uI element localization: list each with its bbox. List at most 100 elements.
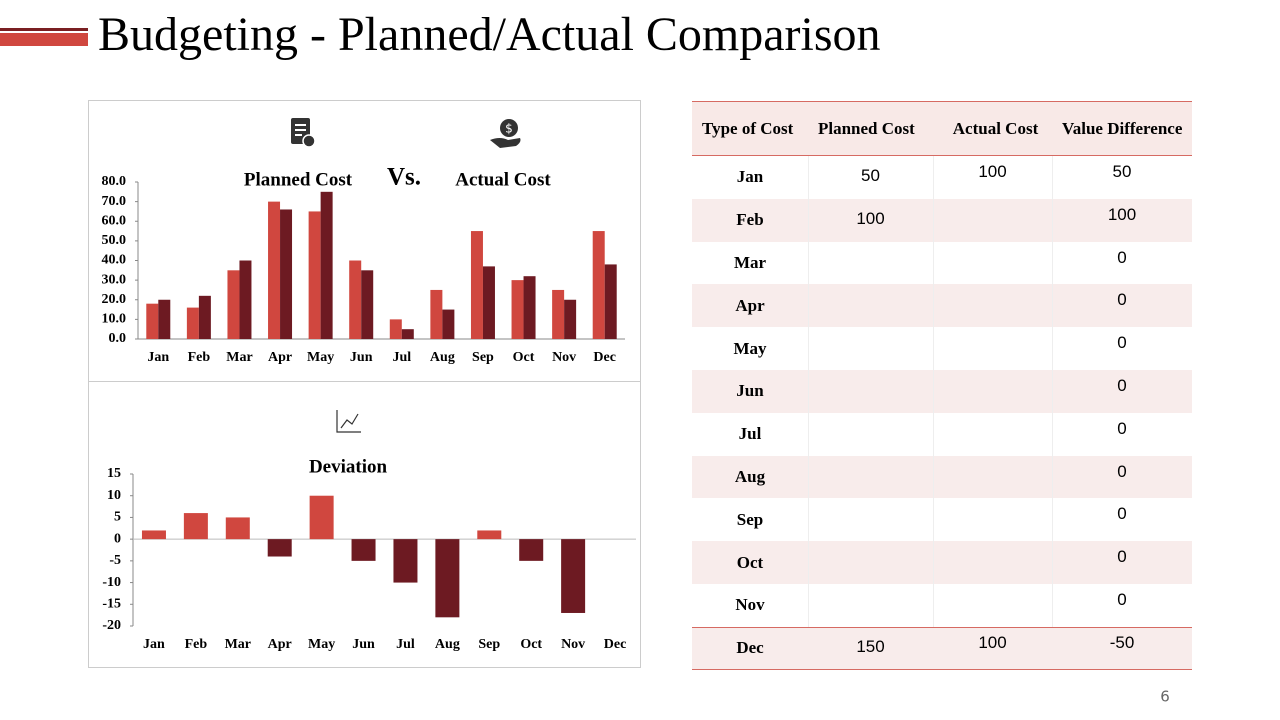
table-row-bg [692,284,1192,328]
column-divider [1052,498,1053,542]
column-divider [808,284,809,328]
table-header-bg [692,101,1192,156]
column-divider [933,156,934,199]
y-tick-label: 5 [114,510,121,525]
bar [309,495,334,540]
money-hand-icon: $ [490,119,521,148]
column-divider [1052,284,1053,328]
y-tick-label: 50.0 [102,233,127,248]
bar [564,299,577,339]
table-cell: 100 [1107,204,1137,224]
row-label: Dec [736,638,764,658]
line-chart-icon [336,410,361,433]
y-tick-label: -15 [102,597,121,612]
bar [158,299,171,339]
table-cell: 100 [856,208,885,228]
x-tick-label: Nov [561,637,585,652]
y-tick-label: 60.0 [102,213,127,228]
bar [320,191,333,339]
bar [511,280,524,339]
y-tick-label: -20 [102,618,121,633]
column-divider [933,241,934,285]
table-row-bg [692,584,1192,627]
column-divider [933,198,934,242]
bar [351,539,376,561]
x-tick-label: May [307,350,334,365]
column-divider [808,541,809,584]
bar [393,539,418,583]
column-divider [808,498,809,542]
column-divider [808,584,809,627]
svg-text:$: $ [505,122,513,136]
table-cell: 0 [1117,461,1127,481]
y-tick-label: 0.0 [109,331,127,346]
x-tick-label: Jul [392,350,411,365]
accent-bar [0,33,88,46]
column-divider [1052,455,1053,499]
row-label: Jul [738,424,762,444]
y-tick-label: 15 [107,466,121,481]
bar [239,260,252,339]
row-label: Apr [735,295,765,315]
y-tick-label: 10 [107,488,121,503]
x-tick-label: Sep [472,350,494,365]
x-tick-label: Jun [352,637,375,652]
table-row-bg [692,455,1192,499]
chart-title: Deviation [309,456,388,477]
x-tick-label: Nov [552,350,576,365]
bar [186,307,199,339]
column-divider [808,370,809,413]
column-divider [1052,327,1053,370]
table-cell: 0 [1117,333,1127,353]
x-tick-label: Mar [226,350,252,365]
bar [482,266,495,339]
column-divider [933,327,934,370]
bar [141,530,166,540]
table-row-bg [692,370,1192,413]
bar [308,211,321,339]
x-tick-label: Apr [268,350,292,365]
y-tick-label: 20.0 [102,292,127,307]
column-divider [933,455,934,499]
table-cell: 0 [1117,376,1127,395]
table-cell: 0 [1117,418,1127,438]
x-tick-label: Dec [604,637,627,652]
bar [389,319,402,339]
chart-frame [88,381,641,668]
x-tick-label: Dec [593,350,616,365]
bar [349,260,362,339]
y-tick-label: 40.0 [102,253,127,268]
table-header-cell: Value Difference [1062,119,1183,138]
table-row-bg [692,412,1192,456]
table-header-cell: Type of Cost [702,119,794,138]
table-cell: -50 [1109,632,1135,652]
x-tick-label: Jun [350,350,373,365]
bar [183,513,208,540]
bar [146,303,159,339]
column-divider [1052,541,1053,584]
table-cell: 0 [1117,247,1127,267]
table-header-cell: Actual Cost [952,119,1039,138]
x-tick-label: Jan [147,350,169,365]
series-label: Actual Cost [455,169,551,190]
row-label: Nov [735,595,765,615]
slide-title: Budgeting - Planned/Actual Comparison [98,8,881,61]
bar [519,539,544,561]
table-cell: 0 [1117,590,1127,609]
bar [227,270,240,339]
accent-line [0,28,88,31]
series-label: Planned Cost [244,169,353,190]
column-divider [933,541,934,584]
bar [442,309,455,339]
x-tick-label: Jul [396,637,415,652]
table-cell: 0 [1117,547,1127,567]
table-cell: 100 [978,632,1007,652]
bar [198,295,211,339]
column-divider [1052,156,1053,199]
table-cell: 0 [1117,504,1127,524]
y-tick-label: 30.0 [102,272,127,287]
row-label: May [733,338,767,358]
column-divider [808,241,809,285]
column-divider [933,284,934,328]
